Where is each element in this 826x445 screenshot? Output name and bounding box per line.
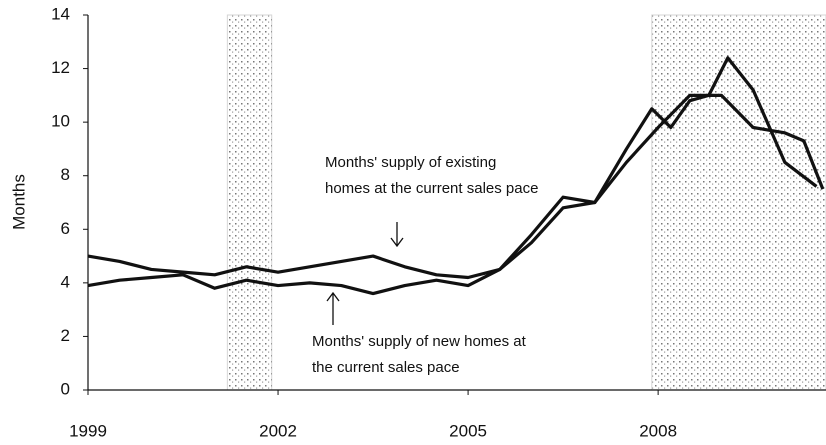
x-tick-label: 2008	[639, 421, 677, 440]
annotation-arrow	[390, 222, 404, 248]
y-tick-label: 4	[61, 272, 70, 291]
y-tick-label: 14	[51, 4, 70, 23]
recession-band	[651, 14, 826, 391]
y-axis-label: Months	[9, 174, 28, 230]
annotation-arrow	[326, 291, 340, 325]
y-tick-label: 2	[61, 326, 70, 345]
x-tick-label: 2002	[259, 421, 297, 440]
annotation: Months' supply of existing	[325, 154, 496, 171]
x-tick-label: 1999	[69, 421, 107, 440]
x-tick-label: 2005	[449, 421, 487, 440]
annotation: homes at the current sales pace	[325, 180, 538, 197]
y-tick-label: 6	[61, 219, 70, 238]
y-tick-label: 10	[51, 112, 70, 131]
recession-band	[226, 14, 273, 391]
annotation: Months' supply of new homes at	[312, 333, 527, 350]
y-tick-label: 8	[61, 165, 70, 184]
series-line	[87, 56, 818, 296]
annotation: the current sales pace	[312, 359, 460, 376]
series-line	[87, 93, 825, 280]
y-tick-label: 12	[51, 58, 70, 77]
y-tick-label: 0	[61, 379, 70, 398]
